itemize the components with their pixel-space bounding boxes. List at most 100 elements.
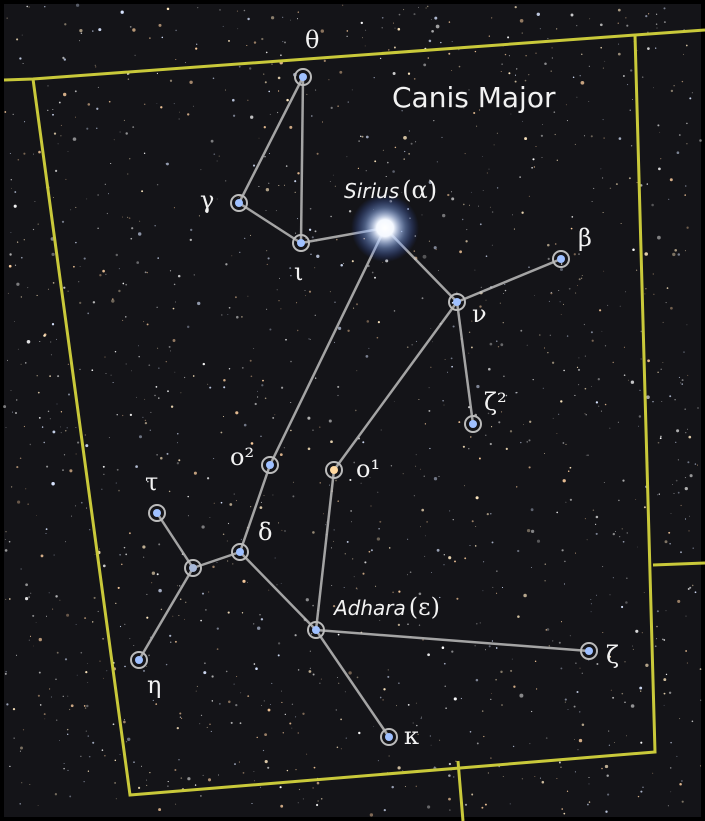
background-star xyxy=(312,531,315,534)
background-star xyxy=(277,642,281,645)
background-star xyxy=(452,776,455,778)
background-star xyxy=(448,774,451,777)
background-star xyxy=(161,36,164,39)
background-star xyxy=(632,248,635,252)
background-star xyxy=(296,218,299,220)
background-star xyxy=(266,250,268,252)
background-star xyxy=(253,623,255,625)
background-star xyxy=(150,411,152,413)
background-star xyxy=(85,671,88,674)
star xyxy=(469,420,477,428)
background-star xyxy=(607,793,610,796)
background-star xyxy=(529,420,532,423)
background-star xyxy=(47,109,49,111)
background-star xyxy=(478,457,481,460)
background-star xyxy=(121,563,123,566)
background-star xyxy=(83,705,86,707)
background-star xyxy=(308,670,312,673)
background-star xyxy=(489,442,492,446)
background-star xyxy=(192,375,195,377)
background-star xyxy=(319,482,321,484)
background-star xyxy=(110,162,112,165)
background-star xyxy=(642,786,644,788)
background-star xyxy=(115,798,117,800)
background-star xyxy=(430,744,432,746)
background-star xyxy=(259,506,263,509)
background-star xyxy=(8,264,12,268)
background-star xyxy=(302,798,304,800)
background-star xyxy=(434,16,438,20)
background-star xyxy=(529,743,531,745)
background-star xyxy=(665,302,667,304)
background-star xyxy=(398,590,401,593)
background-star xyxy=(581,274,583,276)
background-star xyxy=(451,197,455,201)
background-star xyxy=(233,683,235,685)
background-star xyxy=(37,804,39,806)
background-star xyxy=(390,465,393,467)
background-star xyxy=(210,139,214,143)
background-star xyxy=(102,564,106,568)
background-star xyxy=(312,604,314,607)
background-star xyxy=(609,427,611,429)
background-star xyxy=(553,111,556,113)
background-star xyxy=(447,193,450,197)
background-star xyxy=(11,187,13,189)
background-star xyxy=(122,216,123,218)
background-star xyxy=(46,465,49,468)
background-star xyxy=(11,411,13,413)
background-star xyxy=(122,319,124,321)
background-star xyxy=(210,730,212,732)
background-star xyxy=(247,581,249,583)
background-star xyxy=(508,72,511,75)
background-star xyxy=(272,494,274,496)
background-star xyxy=(115,482,117,484)
background-star xyxy=(560,263,563,265)
background-star xyxy=(14,191,17,193)
background-star xyxy=(45,532,47,534)
background-star xyxy=(651,203,654,207)
background-star xyxy=(474,50,477,53)
background-star xyxy=(21,782,23,784)
background-star xyxy=(544,347,546,349)
background-star xyxy=(486,512,489,516)
background-star xyxy=(38,150,41,154)
background-star xyxy=(393,22,395,24)
background-star xyxy=(469,544,471,547)
background-star xyxy=(578,384,580,386)
background-star xyxy=(625,601,628,604)
background-star xyxy=(547,257,550,261)
background-star xyxy=(58,101,61,104)
background-star xyxy=(669,178,673,182)
background-star xyxy=(258,137,260,139)
background-star xyxy=(658,493,660,495)
background-star xyxy=(341,4,344,6)
background-star xyxy=(556,511,559,514)
background-star xyxy=(280,582,282,584)
background-star xyxy=(262,379,264,382)
background-star xyxy=(55,169,58,172)
background-star xyxy=(8,598,11,600)
background-star xyxy=(439,739,441,741)
background-star xyxy=(146,779,147,781)
background-star xyxy=(23,425,25,428)
background-star xyxy=(97,86,99,88)
background-star xyxy=(528,466,531,469)
star xyxy=(585,647,593,655)
background-star xyxy=(655,13,658,15)
background-star xyxy=(393,401,395,402)
background-star xyxy=(490,757,492,759)
background-star xyxy=(312,787,314,789)
background-star xyxy=(595,515,599,519)
background-star xyxy=(278,90,280,92)
background-star xyxy=(464,803,468,806)
background-star xyxy=(154,225,156,227)
background-star xyxy=(589,18,591,20)
background-star xyxy=(74,90,77,93)
background-star xyxy=(379,520,382,523)
background-star xyxy=(43,441,45,444)
background-star xyxy=(657,371,659,373)
background-star xyxy=(551,47,553,49)
background-star xyxy=(420,717,422,720)
background-star xyxy=(169,634,172,637)
